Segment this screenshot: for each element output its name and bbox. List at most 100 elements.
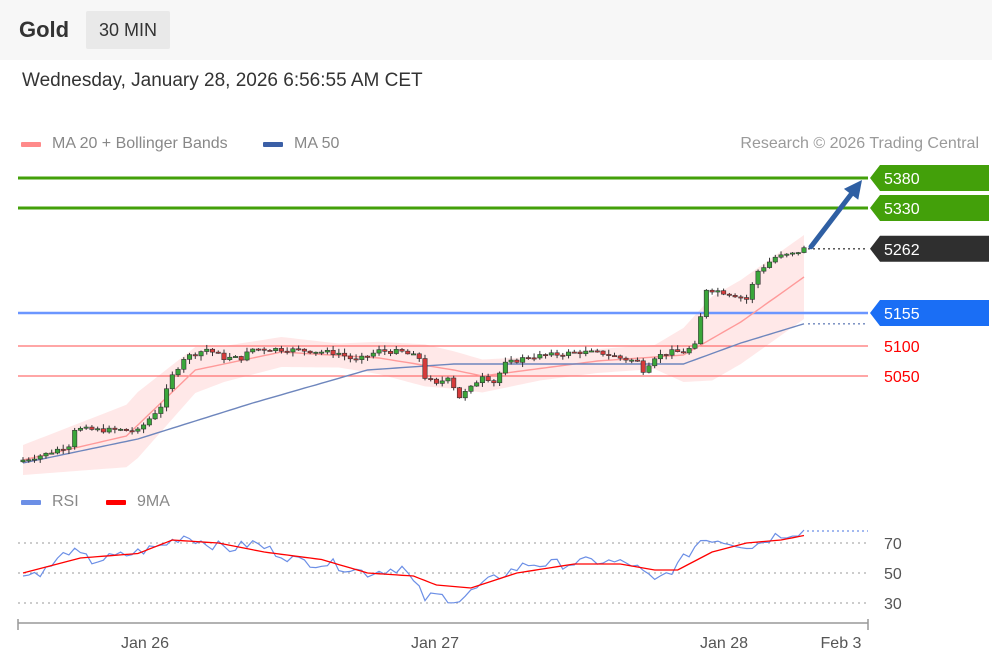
candle <box>307 350 313 355</box>
candle <box>313 351 319 356</box>
candle <box>439 376 445 387</box>
candle <box>83 424 89 430</box>
candle <box>726 292 732 298</box>
candle <box>491 379 497 387</box>
candle <box>663 353 669 360</box>
moving-averages <box>22 276 868 464</box>
candle <box>600 350 606 357</box>
instrument-title: Gold <box>19 17 70 42</box>
candle <box>715 287 721 297</box>
ma20-line <box>22 276 805 461</box>
chart-header: Gold 30 MIN <box>0 0 992 60</box>
candle <box>520 354 526 368</box>
price-tags: 5380 5330 5262 5155 5100 5050 <box>870 165 989 386</box>
candle <box>66 444 72 455</box>
candle <box>204 344 210 355</box>
rsi-line <box>22 529 805 604</box>
candle <box>772 254 778 264</box>
svg-text:5330: 5330 <box>884 201 920 218</box>
ma50-line <box>22 323 805 464</box>
candle <box>669 345 675 359</box>
candle <box>778 251 784 259</box>
candle <box>611 352 617 358</box>
candle <box>502 357 508 376</box>
legend-9ma-label: 9MA <box>137 493 170 510</box>
forecast-arrow-shaft <box>808 187 857 250</box>
candle <box>330 345 336 358</box>
candle <box>181 357 187 373</box>
candle <box>416 352 422 362</box>
candle <box>169 371 175 392</box>
legend-ma20-label: MA 20 + Bollinger Bands <box>52 135 228 152</box>
candle <box>428 375 434 382</box>
candle <box>554 349 560 359</box>
candle <box>250 348 256 354</box>
candle <box>738 294 744 302</box>
candle <box>146 416 152 427</box>
candle <box>77 426 83 432</box>
candle <box>301 348 307 356</box>
candle <box>405 349 411 355</box>
candle <box>485 373 491 383</box>
resistance-tag-2: 5330 <box>870 195 989 221</box>
interval-button[interactable]: 30 MIN <box>86 11 170 49</box>
candle <box>158 403 164 418</box>
candle <box>589 348 595 353</box>
candle <box>577 349 583 359</box>
time-axis: Jan 26 Jan 27 Jan 28 Feb 3 <box>17 619 869 652</box>
candle <box>680 348 686 354</box>
candle <box>336 348 342 358</box>
candle <box>238 355 244 363</box>
legend-ma50: MA 50 <box>263 135 339 153</box>
forecast-arrow-head <box>843 180 862 200</box>
candle <box>784 253 790 258</box>
candle <box>359 352 365 364</box>
candle <box>261 347 267 355</box>
candle <box>376 345 382 356</box>
candle <box>187 352 193 364</box>
x-tick-label: Jan 27 <box>411 635 459 652</box>
candle <box>365 355 371 361</box>
candle <box>244 347 250 362</box>
candle <box>790 252 796 257</box>
legend-rsi: RSI <box>21 493 79 511</box>
candle <box>692 340 698 350</box>
candlesticks <box>20 245 807 463</box>
rsi-9ma-line <box>22 534 805 589</box>
current-price-tag: 5262 <box>870 235 989 262</box>
candle <box>749 282 755 304</box>
candle <box>296 345 302 351</box>
candle <box>135 427 141 434</box>
candle <box>456 386 462 399</box>
timestamp: Wednesday, January 28, 2026 6:56:55 AM C… <box>22 70 423 91</box>
rsi-tick-30: 30 <box>884 596 902 613</box>
candle <box>566 349 572 359</box>
legend-ma20: MA 20 + Bollinger Bands <box>21 135 228 153</box>
candle <box>703 289 709 319</box>
candle <box>508 356 514 365</box>
candle <box>634 357 640 362</box>
ma9-swatch <box>106 499 126 505</box>
candle <box>112 425 118 434</box>
legend-ma50-label: MA 50 <box>294 135 340 152</box>
candle <box>531 353 537 362</box>
legend-9ma: 9MA <box>106 493 170 511</box>
candle <box>594 348 600 353</box>
candle <box>497 371 503 386</box>
candle <box>273 347 279 354</box>
candle <box>60 444 66 455</box>
candle <box>210 348 216 357</box>
support-label-1: 5100 <box>884 339 920 356</box>
ma50-swatch <box>263 141 283 147</box>
candle <box>640 358 646 375</box>
candle <box>319 349 325 356</box>
candle <box>54 446 60 455</box>
candle <box>152 409 158 420</box>
candle <box>255 348 261 352</box>
candle <box>164 384 170 412</box>
candle <box>388 349 394 357</box>
support-label-2: 5050 <box>884 369 920 386</box>
ma20-swatch <box>21 141 41 147</box>
candle <box>629 358 635 364</box>
